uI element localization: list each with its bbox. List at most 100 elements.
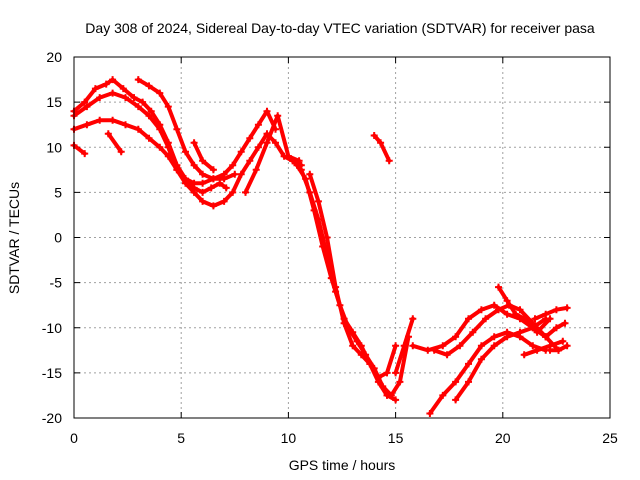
data-point (145, 112, 153, 120)
grid-layer (74, 57, 610, 418)
data-point (306, 170, 314, 178)
data-point (533, 328, 541, 336)
data-point (109, 116, 117, 124)
series-line (106, 131, 124, 154)
data-point (490, 333, 498, 341)
data-point (319, 243, 327, 250)
data-point (190, 188, 198, 196)
series-track-7 (190, 139, 217, 174)
data-point (229, 188, 237, 196)
y-tick-label: -15 (42, 365, 62, 381)
data-point (552, 324, 560, 332)
x-tick-label: 5 (177, 430, 185, 446)
data-point (465, 315, 472, 323)
data-point (199, 179, 207, 187)
data-point (520, 351, 528, 359)
data-point (443, 351, 451, 359)
data-point (216, 179, 224, 187)
data-point (237, 170, 245, 178)
series-track-5 (70, 141, 89, 158)
data-point (295, 157, 303, 165)
data-point (284, 152, 292, 160)
series-line (72, 143, 87, 156)
data-point (156, 89, 164, 97)
data-point (83, 103, 91, 111)
data-point (147, 107, 155, 115)
data-point (424, 346, 432, 354)
data-point (130, 94, 138, 102)
data-point (452, 396, 460, 404)
data-point (383, 369, 391, 377)
data-point (542, 333, 550, 341)
data-point (392, 396, 400, 404)
data-point (452, 333, 460, 341)
y-tick-label: 15 (46, 94, 62, 110)
data-point (503, 310, 511, 318)
data-point (409, 315, 417, 323)
y-tick-label: 10 (46, 139, 62, 155)
data-point (452, 378, 460, 386)
chart-title: Day 308 of 2024, Sidereal Day-to-day VTE… (85, 20, 595, 36)
data-point (314, 197, 322, 205)
data-point (409, 342, 417, 350)
data-point (246, 157, 254, 165)
data-point (426, 410, 434, 417)
data-point (370, 132, 378, 139)
data-point (173, 125, 181, 133)
series-line (427, 330, 548, 416)
plot-frame (73, 56, 611, 419)
data-point (495, 306, 502, 314)
series-track-21 (542, 319, 569, 341)
series-line (543, 321, 567, 339)
series-track-11 (306, 170, 400, 404)
data-point (209, 202, 217, 210)
data-point (102, 80, 110, 88)
data-point (272, 139, 279, 147)
data-point (199, 170, 207, 178)
data-point (164, 143, 172, 151)
data-point (531, 315, 539, 323)
series-line (522, 339, 565, 357)
data-point (546, 346, 554, 354)
data-point (349, 342, 357, 350)
series-line (136, 77, 237, 181)
data-point (237, 148, 245, 156)
data-point (156, 125, 164, 133)
data-point (377, 139, 385, 147)
series-line (533, 305, 570, 321)
series-track-17 (452, 315, 550, 404)
series-track-10 (284, 152, 412, 399)
data-point (374, 378, 382, 386)
series-track-19 (531, 304, 571, 323)
y-tick-label: 20 (46, 49, 62, 65)
series-track-20 (520, 337, 567, 359)
series-line (307, 172, 398, 402)
series-layer (70, 76, 571, 417)
data-point (332, 283, 340, 291)
data-point (552, 306, 560, 314)
data-point (96, 116, 104, 124)
data-point (503, 297, 511, 305)
data-point (139, 98, 147, 106)
data-point (190, 139, 198, 147)
data-point (119, 85, 127, 93)
data-point (439, 342, 447, 350)
data-point (222, 184, 230, 192)
x-tick-label: 15 (388, 430, 404, 446)
data-point (520, 315, 528, 323)
x-tick-label: 20 (495, 430, 511, 446)
data-point (323, 234, 331, 241)
data-point (516, 306, 524, 314)
data-point (559, 337, 567, 345)
data-point (555, 346, 562, 354)
data-point (465, 378, 472, 386)
data-point (164, 152, 172, 160)
data-point (302, 175, 310, 183)
series-track-9 (289, 157, 400, 381)
data-point (396, 378, 404, 386)
series-track-1 (70, 76, 230, 196)
y-axis-label: SDTVAR / TECUs (6, 182, 22, 294)
data-point (465, 360, 472, 368)
data-point (456, 342, 464, 350)
series-track-4 (134, 76, 239, 183)
